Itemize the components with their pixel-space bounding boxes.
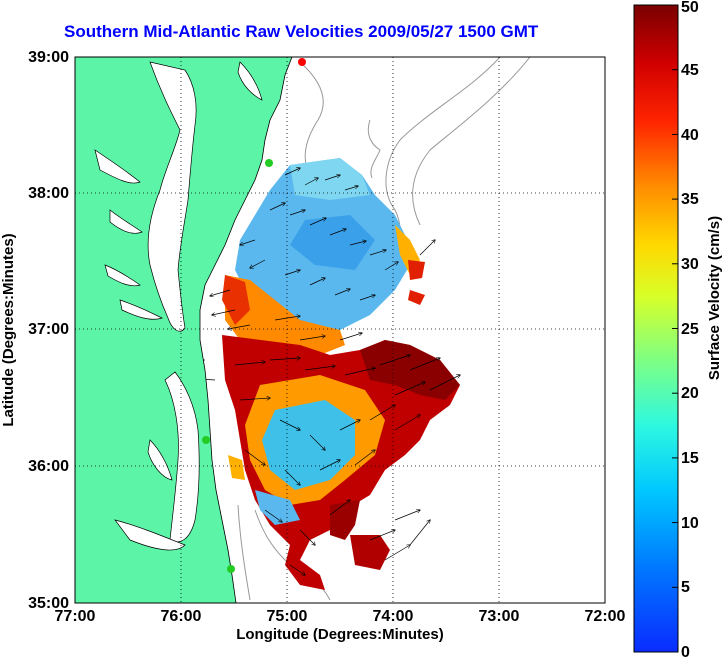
x-tick-label: 73:00	[479, 608, 520, 625]
x-tick-label: 77:00	[55, 608, 96, 625]
x-tick-label: 76:00	[161, 608, 202, 625]
station-cape-charles	[265, 159, 273, 167]
station-hatteras	[227, 565, 235, 573]
colorbar-tick-label: 30	[681, 256, 699, 273]
colorbar	[633, 4, 679, 653]
y-tick-labels: 39:00 38:00 37:00 36:00 35:00	[28, 49, 69, 612]
x-axis-label: Longitude (Degrees:Minutes)	[236, 626, 444, 643]
x-tick-labels: 77:00 76:00 75:00 74:00 73:00 72:00	[55, 608, 626, 625]
colorbar-label: Surface Velocity (cm/s)	[706, 216, 723, 380]
y-tick-label: 38:00	[28, 185, 69, 202]
colorbar-tick-label: 35	[681, 191, 699, 208]
bays-and-sounds	[94, 61, 263, 551]
y-axis-label: Latitude (Degrees:Minutes)	[0, 233, 17, 426]
colorbar-tick-labels: 0 5 10 15 20 25 30 35 40 45 50	[681, 0, 699, 659]
colorbar-tick-label: 20	[681, 385, 699, 402]
station-va-beach	[202, 436, 210, 444]
colorbar-tick-label: 0	[681, 644, 690, 659]
plot-frame	[74, 56, 606, 604]
colorbar-tick-label: 50	[681, 0, 699, 16]
y-tick-label: 36:00	[28, 458, 69, 475]
colorbar-tick-label: 25	[681, 321, 699, 338]
colorbar-tick-label: 15	[681, 450, 699, 467]
colorbar-tick-label: 40	[681, 127, 699, 144]
x-tick-label: 72:00	[585, 608, 626, 625]
x-tick-label: 74:00	[373, 608, 414, 625]
station-north-red	[298, 58, 306, 66]
y-tick-label: 39:00	[28, 49, 69, 66]
colorbar-tick-label: 45	[681, 62, 699, 79]
x-tick-label: 75:00	[267, 608, 308, 625]
colorbar-ticks	[672, 4, 678, 588]
y-tick-label: 37:00	[28, 321, 69, 338]
y-tick-label: 35:00	[28, 595, 69, 612]
colorbar-tick-label: 10	[681, 515, 699, 532]
colorbar-tick-label: 5	[681, 579, 690, 596]
map-grid	[75, 57, 605, 603]
map-title: Southern Mid-Atlantic Raw Velocities 200…	[64, 22, 539, 41]
